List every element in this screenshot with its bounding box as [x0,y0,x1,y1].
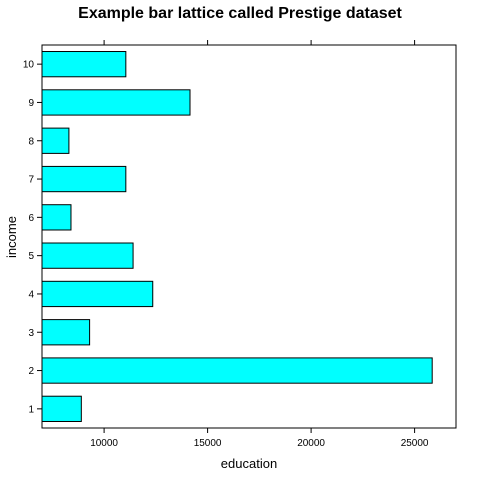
y-tick-label: 4 [28,289,34,300]
bar-4 [41,280,154,308]
x-tick-label: 25000 [401,438,429,449]
bar-7 [41,165,127,193]
y-tick-label: 6 [28,213,34,224]
bar-10 [41,51,127,78]
x-axis-ticks: 10000 15000 20000 25000 [90,40,429,449]
x-tick-label: 20000 [297,438,325,449]
y-tick-label: 8 [28,136,34,147]
y-axis-ticks: 1 2 3 4 5 6 7 8 9 10 [23,60,42,415]
plot-frame [41,44,457,429]
bars [41,51,433,422]
x-axis-label: education [221,456,277,471]
chart-title: Example bar lattice called Prestige data… [78,5,402,22]
bar-2 [41,357,433,384]
bar-1 [41,395,82,422]
x-tick-label: 15000 [194,438,222,449]
y-tick-label: 1 [28,404,34,415]
y-tick-label: 7 [28,175,34,186]
bar-3 [41,319,91,346]
y-tick-label: 5 [28,251,34,262]
bar-5 [41,242,134,269]
y-tick-label: 2 [28,366,34,377]
bar-8 [41,127,70,154]
bar-9 [41,89,191,116]
y-tick-label: 10 [23,60,35,71]
x-tick-label: 10000 [90,438,118,449]
y-tick-label: 9 [28,98,34,109]
bar-6 [41,204,72,231]
y-tick-label: 3 [28,328,34,339]
y-axis-label: income [4,216,19,258]
